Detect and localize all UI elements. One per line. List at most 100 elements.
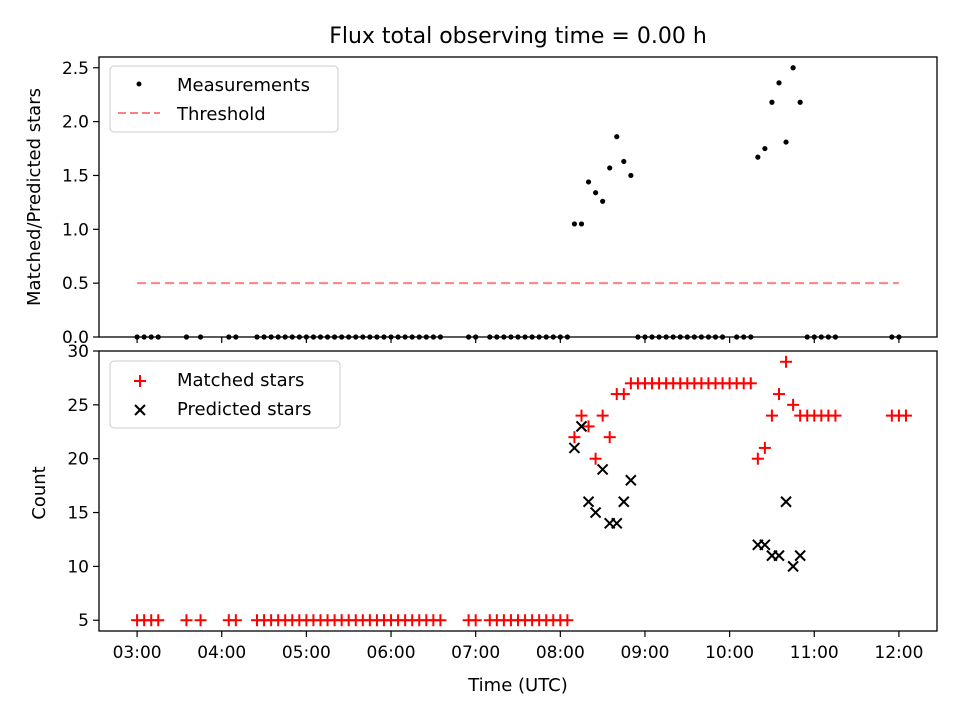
predicted-star-point [773,549,785,562]
measurement-point [473,334,479,340]
y-tick-label: 25 [67,396,89,416]
measurement-point [395,334,401,340]
legend-predicted-marker [134,404,146,416]
y-tick-label: 1.0 [62,220,89,240]
bottom-panel: 5 10 15 20 25 30 03:00 04:00 05:00 06:00 07:00 08:… [29,342,938,696]
legend-threshold-label: Threshold [176,104,266,125]
measurement-point [494,334,500,340]
predicted-star-point [596,463,609,476]
top-legend: Measurements Threshold [109,65,339,133]
y-tick-label: 20 [67,450,89,470]
measurement-point [416,334,422,340]
x-tick-label: 11:00 [790,643,839,663]
measurement-point [564,334,570,340]
measurement-point [466,334,472,340]
matched-star-point [765,409,778,422]
predicted-star-point [780,496,792,508]
measurement-point [317,334,324,340]
measurement-point [339,334,345,340]
measurement-point [790,65,796,71]
matched-star-point [152,614,165,627]
predicted-star-point [759,539,771,551]
y-tick-label: 2.5 [62,59,89,79]
matched-star-point [589,452,602,465]
measurement-point [896,334,902,340]
measurement-point [134,334,140,340]
matched-star-point [561,614,574,627]
measurement-point [642,334,648,340]
matched-star-point [829,409,842,422]
predicted-star-point [787,560,799,573]
y-tick-label: 0.5 [62,274,89,294]
matched-star-point [899,409,912,422]
x-tick-label: 04:00 [197,643,246,663]
measurement-point [402,334,408,340]
x-tick-label: 06:00 [367,643,416,663]
predicted-star-point [589,506,602,519]
measurement-point [529,334,535,340]
measurement-point [282,334,288,340]
measurement-point [691,334,697,340]
measurement-point [331,334,338,340]
measurement-point [324,334,331,340]
measurement-point [656,334,662,340]
measurement-point [374,334,380,340]
measurement-point [268,334,274,340]
x-tick-label: 03:00 [113,643,162,663]
measurement-point [543,334,549,340]
measurement-point [183,334,190,340]
measurement-point [783,139,789,145]
bottom-y-ticks: 5 10 15 20 25 30 [67,342,99,631]
legend-predicted-label: Predicted stars [177,399,311,420]
measurement-point [797,99,803,105]
matched-star-point [194,614,207,627]
matched-star-point [751,452,764,465]
measurement-point [804,334,810,340]
matched-star-point [434,614,447,627]
legend-matched-marker [134,375,146,387]
measurement-point [684,334,690,340]
measurement-point [607,165,613,171]
measurement-point [755,154,761,160]
measurement-point [197,334,204,340]
x-axis-label: Time (UTC) [467,675,568,696]
measurement-point [261,334,267,340]
measurement-point [557,334,563,340]
measurement-point [310,334,317,340]
measurement-point [275,334,281,340]
top-y-ticks: 0.0 0.5 1.0 1.5 2.0 2.5 [62,59,99,348]
matched-star-point [575,409,588,422]
measurement-point [811,334,817,340]
measurement-point [155,334,161,340]
measurement-point [522,334,528,340]
bottom-marks [131,355,912,627]
measurement-point [628,172,634,179]
measurement-point [409,334,415,340]
matched-star-point [596,409,609,422]
measurement-point [515,334,521,340]
x-tick-label: 08:00 [536,643,585,663]
measurement-point [712,334,719,340]
matched-star-point [603,431,616,444]
predicted-star-point [618,496,630,508]
measurement-point [600,198,606,204]
matched-star-point [180,614,193,627]
measurement-point [776,80,782,86]
x-tick-label: 12:00 [874,643,923,663]
measurement-point [508,334,514,340]
matched-star-point [758,441,771,454]
measurement-point [592,190,599,196]
measurement-point [670,334,676,340]
predicted-star-point [582,496,595,508]
y-tick-label: 5 [78,611,89,631]
y-tick-label: 1.5 [62,166,89,186]
y-tick-label: 10 [67,557,89,577]
matched-star-point [772,388,785,401]
measurement-point [677,334,683,340]
measurement-point [832,334,839,340]
measurement-point [663,334,669,340]
y-tick-label: 15 [67,504,89,524]
measurement-point [741,334,747,340]
measurement-point [367,334,373,340]
